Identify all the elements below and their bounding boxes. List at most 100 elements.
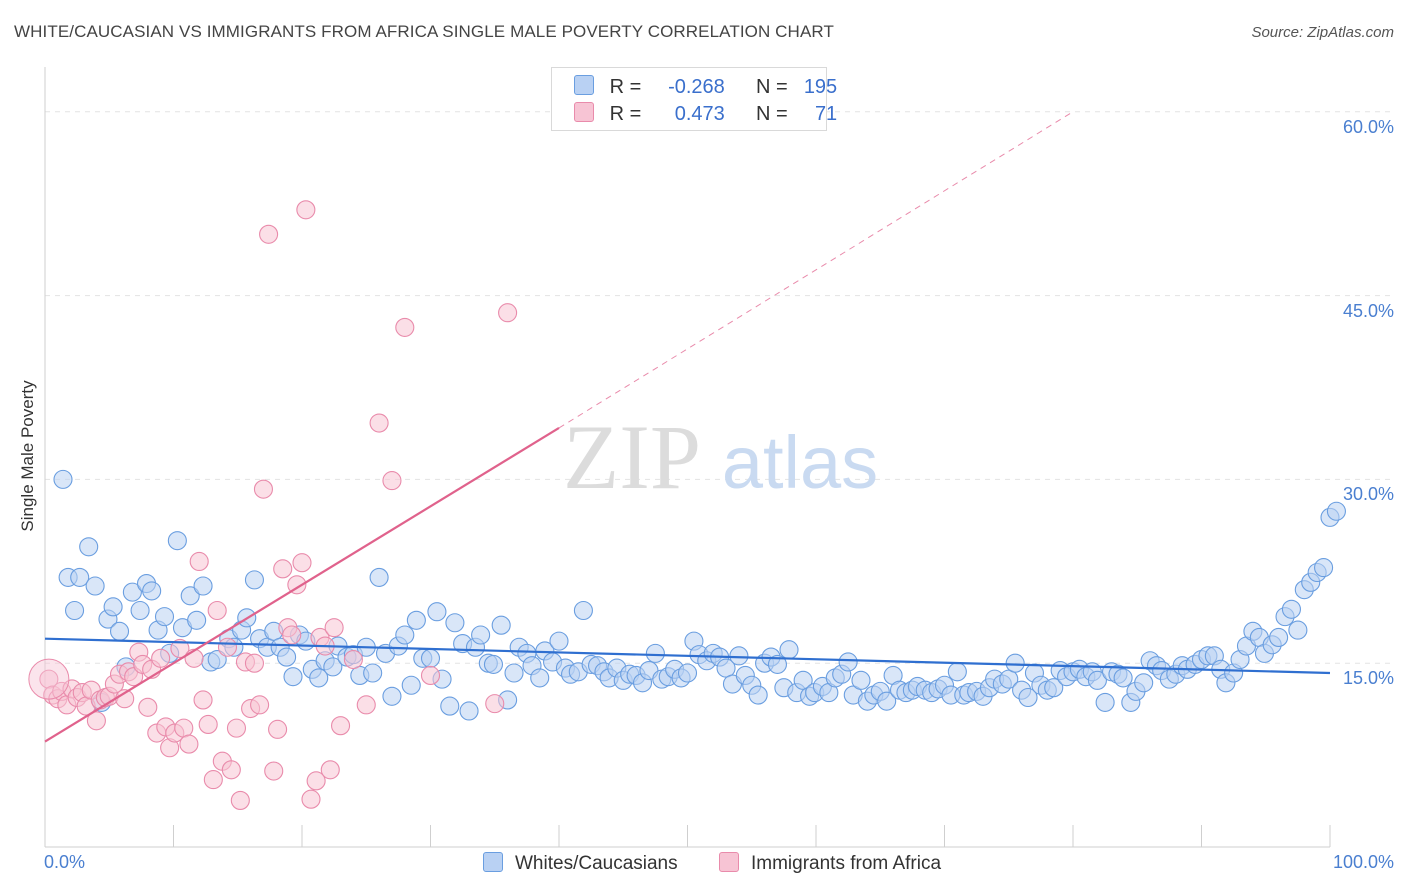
data-point [253,479,274,499]
data-point [187,610,207,630]
data-point [851,670,871,690]
legend-row-whites: R = -0.268 N = 195 [574,75,837,99]
data-point [230,790,250,810]
data-point [947,662,967,682]
data-point [369,567,389,587]
data-point [779,640,799,660]
data-point [491,615,511,635]
data-point [287,575,307,595]
data-point [395,625,415,645]
watermark-atlas: atlas [722,421,878,504]
data-point [282,625,302,645]
data-point [395,317,415,337]
x-tick-label: 100.0% [1332,852,1394,872]
data-point [1314,558,1334,578]
data-point [343,649,363,670]
data-point [1044,678,1064,698]
data-point [1087,670,1107,690]
legend-label-africa: Immigrants from Africa [751,853,942,874]
data-point [645,643,665,663]
legend-n-label: N = [755,76,788,98]
legend-row-africa: R = 0.473 N = 71 [574,102,837,126]
data-point [207,600,227,621]
data-point [53,469,73,489]
legend-swatch-blue [574,75,594,95]
data-point [259,224,279,244]
trend-lines [44,111,1331,743]
data-point-large [28,658,70,700]
legend-n-label: N = [755,103,788,125]
data-point [748,685,768,705]
x-tick-label: 0.0% [44,852,86,872]
legend-r-label: R = [609,103,642,125]
data-point [244,653,265,673]
data-point [65,600,85,621]
series-legend: Whites/Caucasians Immigrants from Africa [0,852,1406,878]
y-tick-label: 60.0% [1342,116,1394,137]
trend-line-whites [44,637,1331,675]
data-point [401,675,421,695]
data-point [226,718,247,738]
data-point [203,770,223,790]
y-tick-label: 45.0% [1342,300,1394,321]
data-point [877,691,897,711]
data-point [498,303,518,323]
trend-line-africa [44,426,560,743]
data-point [142,581,162,601]
y-tick-label: 15.0% [1342,668,1394,689]
data-point [85,576,105,596]
data-point [1288,620,1308,640]
data-point [130,600,150,621]
data-point [323,657,343,677]
data-point [198,714,218,735]
trend-line-africa-extension [558,111,1074,429]
data-point [273,559,293,579]
data-point [420,648,441,668]
legend-r-label: R = [609,76,642,98]
data-point [406,610,426,630]
watermark: ZIP atlas [563,406,878,508]
legend-label-whites: Whites/Caucasians [515,853,678,874]
data-point [244,570,265,590]
legend-item-whites: Whites/Caucasians [483,852,678,875]
data-point [309,668,329,688]
data-point [277,647,297,667]
data-point [70,567,90,587]
data-point [179,734,199,754]
data-point [268,719,288,739]
y-tick-label: 30.0% [1342,484,1394,505]
data-point [1113,668,1133,688]
data-point [167,531,187,551]
data-point [221,760,241,780]
data-point [677,663,698,683]
data-point [264,761,284,781]
data-point [250,695,270,715]
data-point [207,649,227,670]
legend-r-value: -0.268 [668,76,725,98]
data-point [427,602,447,622]
data-point [382,686,402,706]
data-point [296,200,316,220]
data-point [330,716,351,736]
data-point [151,648,171,668]
data-point [1095,692,1115,712]
data-point [483,654,504,674]
data-point [573,600,593,621]
data-point [79,537,99,557]
data-point [363,663,383,683]
axes [44,67,1331,848]
series-immigrants-from-africa [28,200,518,810]
data-point [320,760,340,780]
data-point [485,694,505,714]
data-point [369,413,389,433]
data-point [1018,687,1038,708]
data-point [549,631,569,651]
data-point [292,553,312,573]
watermark-zip: ZIP [563,406,701,508]
data-point [1005,653,1025,673]
data-point [324,618,344,638]
data-point [306,771,326,791]
data-point [1134,673,1154,693]
data-point [184,648,204,668]
data-point [174,718,194,738]
